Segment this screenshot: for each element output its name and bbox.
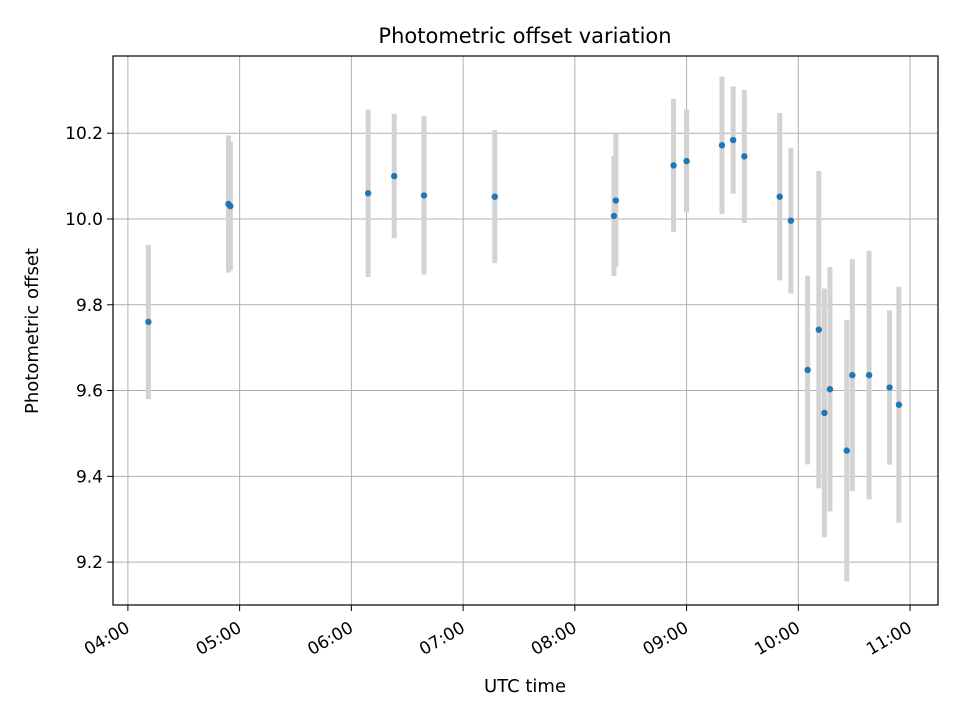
data-point — [826, 386, 834, 393]
chart-title: Photometric offset variation — [378, 24, 671, 48]
data-point — [718, 142, 726, 149]
y-axis-label: Photometric offset — [22, 248, 43, 414]
y-tick-label: 10.0 — [65, 210, 103, 230]
data-point — [491, 193, 498, 200]
data-point — [683, 157, 690, 165]
y-tick-label: 9.2 — [76, 553, 103, 573]
data-point — [610, 212, 618, 220]
data-point — [843, 447, 850, 454]
data-point — [612, 197, 620, 204]
data-points — [145, 136, 903, 454]
data-point — [804, 366, 811, 374]
data-point — [865, 371, 873, 379]
data-point — [729, 136, 737, 144]
data-point — [670, 162, 677, 169]
data-point — [391, 172, 398, 180]
data-point — [886, 384, 893, 391]
data-point — [145, 318, 152, 326]
y-tick-label: 9.4 — [76, 467, 103, 487]
data-point — [364, 190, 372, 197]
y-axis-ticks: 9.2 9.4 9.6 9.8 10.0 10.2 — [65, 124, 113, 573]
plot-frame — [112, 55, 939, 606]
x-axis-label: UTC time — [484, 676, 566, 697]
data-point — [895, 401, 903, 408]
data-point — [849, 371, 856, 379]
data-point — [776, 193, 783, 200]
data-point — [821, 409, 828, 417]
y-tick-label: 10.2 — [65, 124, 103, 144]
data-point — [815, 326, 823, 333]
data-point — [227, 202, 234, 210]
data-point — [787, 217, 795, 224]
y-tick-label: 9.6 — [76, 382, 103, 402]
data-point — [741, 153, 748, 160]
data-point — [420, 192, 428, 199]
y-tick-label: 9.8 — [76, 296, 103, 316]
